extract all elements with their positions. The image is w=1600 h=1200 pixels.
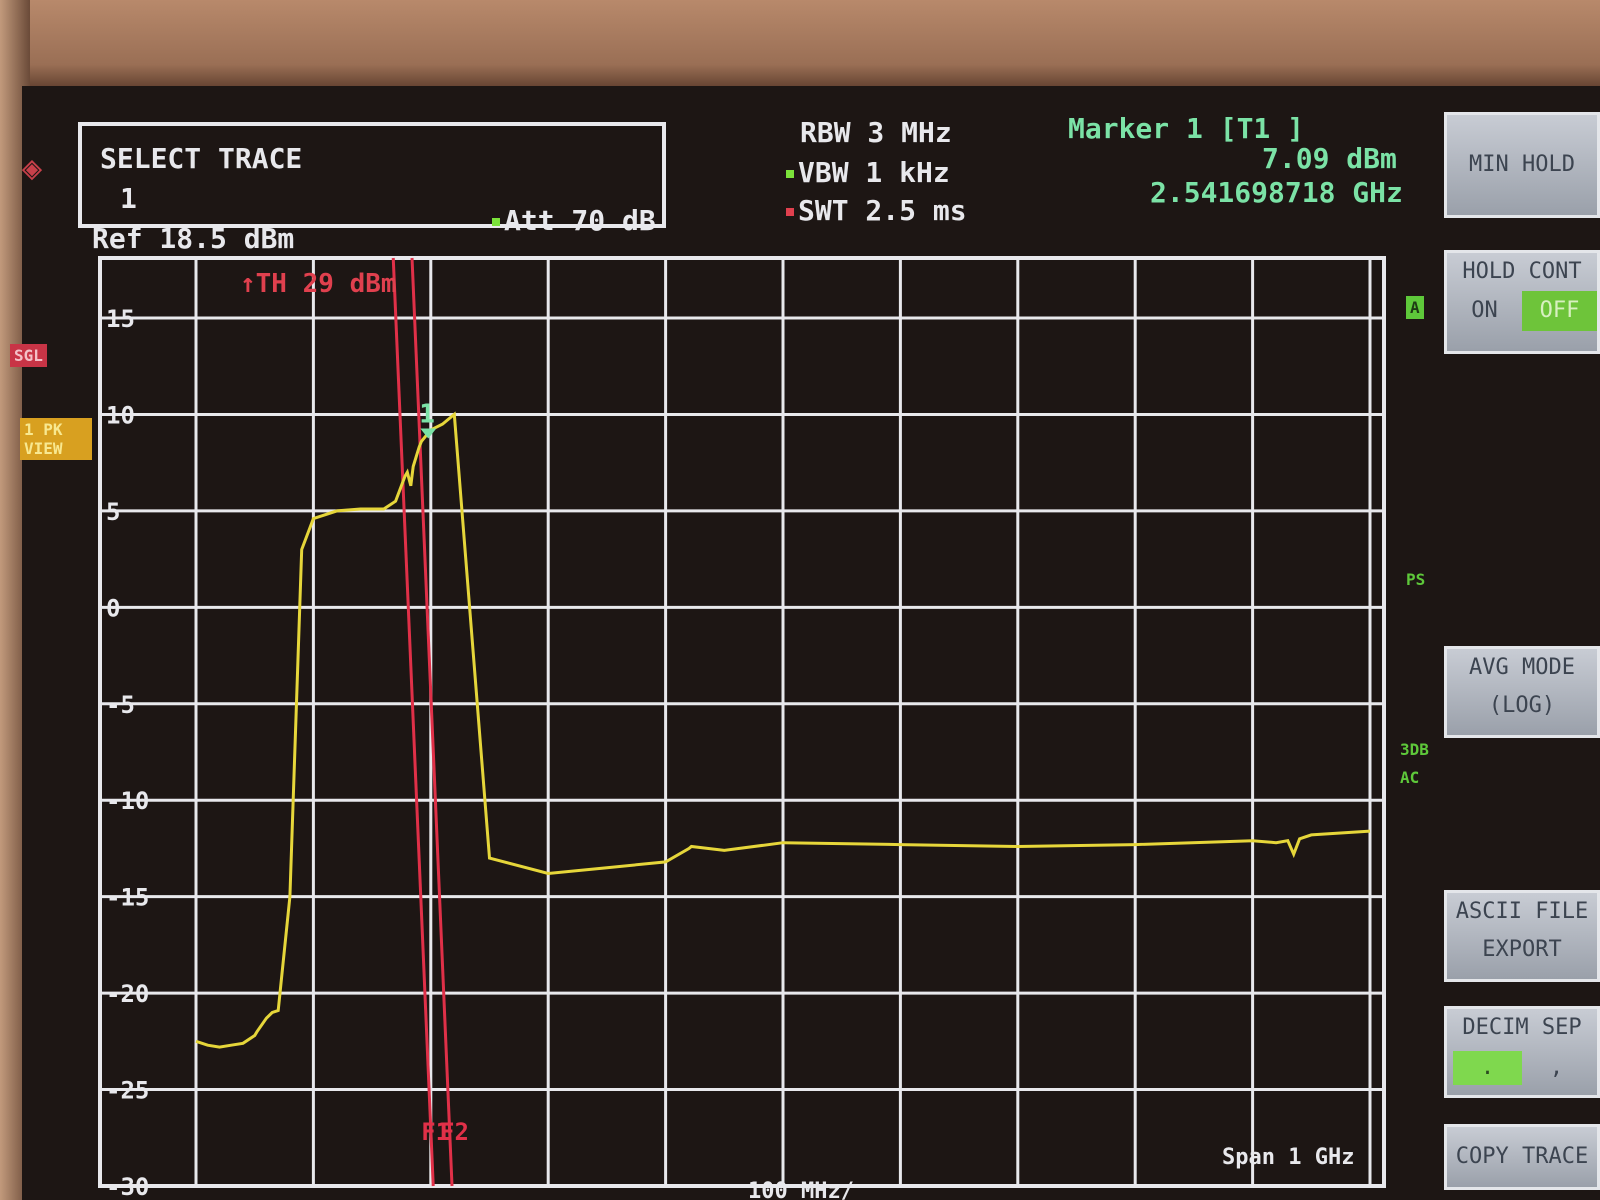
ac-tag: AC [1400, 768, 1420, 787]
marker-1[interactable]: 1 [419, 399, 437, 439]
center-label: 100 MHz/ [748, 1179, 854, 1200]
decim-sep-label: DECIM SEP [1462, 1015, 1582, 1040]
attenuation: Att 70 dB [492, 204, 656, 237]
marker-title: Marker 1 [T1 ] [1068, 112, 1305, 145]
trace-a-tag: A [1406, 296, 1424, 319]
min-hold-softkey[interactable]: MIN HOLD [1444, 112, 1600, 218]
threshold-label: ↑TH 29 dBm [240, 269, 397, 299]
y-tick-label: 5 [106, 498, 120, 526]
trace-mode-tag: 1 PK VIEW [20, 418, 92, 460]
y-tick-label: 0 [106, 594, 120, 622]
sgl-tag: SGL [10, 344, 47, 367]
decim-sep-softkey[interactable]: DECIM SEP ., [1444, 1006, 1600, 1098]
decim-dot-option[interactable]: . [1453, 1051, 1522, 1085]
avg-mode-value: (LOG) [1488, 693, 1556, 718]
analyzer-screen [22, 86, 1600, 1200]
hold-cont-on[interactable]: ON [1471, 298, 1498, 323]
y-tick-label: -5 [106, 691, 135, 719]
swt-setting: SWT 2.5 ms [786, 194, 967, 227]
avg-mode-label: AVG MODE [1469, 655, 1575, 680]
marker-triangle-icon [420, 428, 437, 439]
f2-label: F2 [440, 1118, 469, 1146]
select-trace-value[interactable]: 1 [120, 182, 137, 215]
hold-cont-label: HOLD CONT [1462, 259, 1582, 284]
f1-label: F1 [421, 1118, 450, 1146]
spectrum-trace [195, 411, 1371, 1049]
ref-level: Ref 18.5 dBm [92, 222, 295, 255]
ascii-file-export-softkey[interactable]: ASCII FILE EXPORT [1444, 890, 1600, 982]
3db-tag: 3DB [1400, 740, 1429, 759]
marker-frequency: 2.541698718 GHz [1150, 176, 1403, 209]
y-tick-label: 10 [106, 401, 135, 429]
brand-logo-icon: ◈ [21, 148, 43, 188]
marker-number: 1 [419, 399, 435, 429]
swt-indicator-icon [786, 208, 794, 216]
ascii-export-line2: EXPORT [1482, 937, 1562, 962]
att-indicator-icon [492, 218, 500, 226]
copy-trace-softkey[interactable]: COPY TRACE [1444, 1124, 1600, 1190]
span-label: Span 1 GHz [1222, 1145, 1354, 1170]
y-tick-label: -15 [106, 884, 149, 912]
hold-cont-softkey[interactable]: HOLD CONT ON OFF [1444, 250, 1600, 354]
f1-line [391, 257, 435, 1187]
marker-level: 7.09 dBm [1262, 142, 1397, 175]
instrument-bezel-top [0, 0, 1600, 92]
vbw-indicator-icon [786, 170, 794, 178]
y-tick-label: -30 [106, 1173, 149, 1200]
plot-frame [98, 256, 1386, 1188]
y-tick-label: 15 [106, 305, 135, 333]
avg-mode-softkey[interactable]: AVG MODE (LOG) [1444, 646, 1600, 738]
select-trace-title: SELECT TRACE [100, 142, 303, 175]
ps-tag: PS [1406, 570, 1426, 589]
rbw-value: RBW 3 MHz [800, 116, 952, 149]
y-tick-label: -25 [106, 1077, 149, 1105]
select-trace-dialog[interactable]: SELECT TRACE 1 [78, 122, 666, 228]
decim-comma-option[interactable]: , [1549, 1055, 1564, 1080]
y-tick-label: -10 [106, 787, 149, 815]
y-tick-label: -20 [106, 980, 149, 1008]
vbw-setting: VBW 1 kHz [786, 156, 950, 189]
f2-line [410, 257, 454, 1187]
plot-grid [98, 256, 1386, 1188]
hold-cont-off[interactable]: OFF [1522, 291, 1597, 331]
ascii-export-line1: ASCII FILE [1455, 899, 1589, 924]
y-axis-ticks: 15 10 5 0 -5 -10 -15 -20 -25 -30 [106, 305, 149, 1200]
